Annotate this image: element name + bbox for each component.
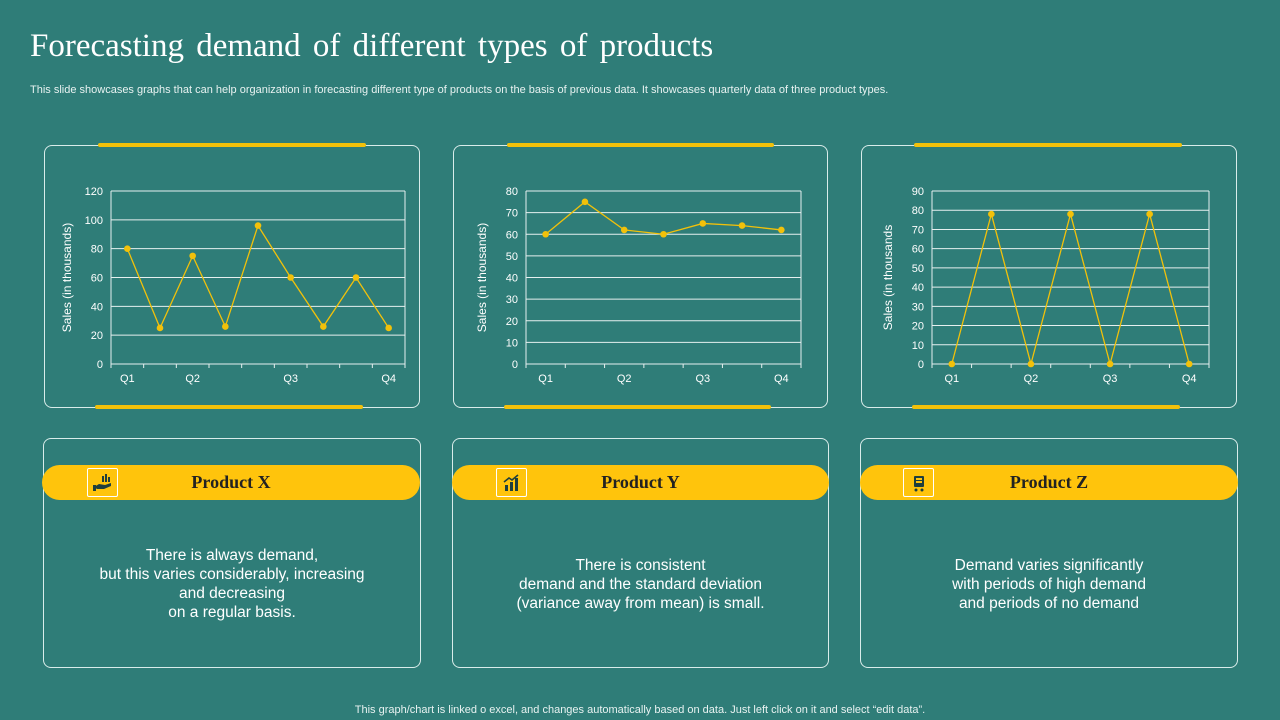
hand-money-icon (87, 468, 118, 497)
y-tick-label: 50 (912, 263, 924, 275)
data-point[interactable] (189, 252, 196, 260)
x-tick-label: Q1 (120, 373, 135, 385)
product-z-description: Demand varies significantly with periods… (952, 557, 1146, 612)
y-tick-label: 100 (85, 215, 103, 227)
y-tick-label: 80 (912, 205, 924, 217)
bar-chart-growth-icon (496, 468, 527, 497)
data-point[interactable] (1185, 360, 1193, 368)
y-tick-label: 120 (85, 186, 103, 198)
y-tick-label: 0 (512, 359, 518, 371)
line-chart-product-x[interactable]: 0 20 40 60 80 100 120 Q1 Q2 Q3 Q4 Sales (in thousan… (45, 146, 419, 407)
data-point[interactable] (948, 360, 956, 368)
chart-panel-product-x: 0 20 40 60 80 100 120 Q1 Q2 Q3 Q4 Sales (in thousan… (44, 145, 420, 408)
data-point[interactable] (620, 226, 628, 234)
data-point[interactable] (385, 324, 392, 332)
x-tick-label: Q3 (283, 373, 298, 385)
y-tick-label: 70 (506, 208, 518, 220)
product-x-header: Product X (42, 465, 420, 500)
info-panel-product-x: There is always demand, but this varies … (43, 438, 421, 668)
y-tick-label: 20 (506, 316, 518, 328)
y-tick-label: 50 (506, 251, 518, 263)
data-point[interactable] (699, 220, 707, 227)
data-point[interactable] (581, 198, 589, 206)
line-chart-product-y[interactable]: 0 10 20 30 40 50 60 70 80 Q1 Q2 Q3 Q4 Sales (in thous… (454, 146, 827, 407)
data-point[interactable] (988, 210, 995, 218)
y-axis-title: Sales (in thousands) (60, 223, 74, 332)
product-x-label: Product X (191, 472, 271, 492)
data-point[interactable] (1067, 210, 1074, 218)
y-tick-label: 30 (506, 294, 518, 306)
y-tick-label: 70 (912, 224, 924, 236)
data-point[interactable] (320, 323, 327, 330)
y-tick-label: 10 (912, 340, 924, 352)
chart-panel-product-z: 0 10 20 30 40 50 60 70 80 90 Q1 Q2 Q3 Q4 Sales (in tho… (861, 145, 1237, 408)
product-y-description: There is consistent demand and the stand… (516, 557, 765, 612)
shopping-cart-icon (903, 468, 934, 497)
info-panel-product-z: Demand varies significantly with periods… (860, 438, 1238, 668)
y-axis-title: Sales (in thousands (881, 225, 895, 330)
y-tick-label: 0 (97, 359, 103, 371)
chart-panel-product-y: 0 10 20 30 40 50 60 70 80 Q1 Q2 Q3 Q4 Sales (in thous… (453, 145, 828, 408)
footer-note: This graph/chart is linked o excel, and … (354, 704, 926, 716)
accent-bar (507, 143, 774, 147)
data-point[interactable] (287, 274, 294, 281)
page-subtitle: This slide showcases graphs that can hel… (30, 84, 889, 96)
accent-bar (912, 405, 1180, 409)
y-tick-label: 40 (912, 282, 924, 294)
series-line (545, 200, 782, 235)
y-tick-label: 20 (91, 330, 103, 342)
accent-bar (504, 405, 771, 409)
x-tick-label: Q4 (1182, 373, 1197, 385)
product-y-header: Product Y (452, 465, 829, 500)
data-point[interactable] (1027, 360, 1035, 368)
x-tick-label: Q2 (617, 373, 632, 385)
data-point[interactable] (352, 274, 360, 281)
y-axis-title: Sales (in thousands) (475, 223, 489, 332)
y-tick-label: 80 (91, 244, 103, 256)
y-tick-label: 20 (912, 321, 924, 333)
accent-bar (98, 143, 366, 147)
y-tick-label: 60 (912, 244, 924, 256)
accent-bar (914, 143, 1182, 147)
series-line (126, 224, 390, 330)
x-tick-label: Q1 (538, 373, 553, 385)
info-panel-product-y: There is consistent demand and the stand… (452, 438, 829, 668)
series-line (951, 211, 1190, 367)
x-tick-label: Q2 (1024, 373, 1039, 385)
data-point[interactable] (660, 230, 667, 238)
product-x-description: There is always demand, but this varies … (99, 547, 365, 621)
data-point[interactable] (222, 323, 229, 330)
page-title: Forecasting demand of different types of… (30, 28, 714, 64)
y-tick-label: 90 (912, 186, 924, 198)
data-point[interactable] (738, 222, 746, 229)
data-point[interactable] (1106, 360, 1114, 368)
data-point[interactable] (254, 222, 262, 229)
x-tick-label: Q2 (185, 373, 200, 385)
data-point[interactable] (542, 230, 549, 238)
y-tick-label: 40 (506, 273, 518, 285)
x-tick-label: Q1 (944, 373, 959, 385)
y-tick-label: 0 (918, 359, 924, 371)
y-tick-label: 40 (91, 301, 103, 313)
product-y-label: Product Y (601, 472, 680, 492)
data-point[interactable] (778, 226, 785, 234)
y-tick-label: 30 (912, 301, 924, 313)
data-point[interactable] (156, 324, 164, 332)
line-chart-product-z[interactable]: 0 10 20 30 40 50 60 70 80 90 Q1 Q2 Q3 Q4 Sales (in tho… (862, 146, 1236, 407)
x-tick-label: Q3 (1103, 373, 1118, 385)
y-tick-label: 60 (91, 273, 103, 285)
product-z-label: Product Z (1009, 472, 1089, 492)
y-tick-label: 60 (506, 229, 518, 241)
y-tick-label: 80 (506, 186, 518, 198)
accent-bar (95, 405, 363, 409)
y-tick-label: 10 (506, 337, 518, 349)
data-point[interactable] (1146, 210, 1153, 218)
data-point[interactable] (124, 245, 131, 252)
x-tick-label: Q4 (381, 373, 396, 385)
x-tick-label: Q3 (695, 373, 710, 385)
x-tick-label: Q4 (774, 373, 789, 385)
product-z-header: Product Z (860, 465, 1238, 500)
